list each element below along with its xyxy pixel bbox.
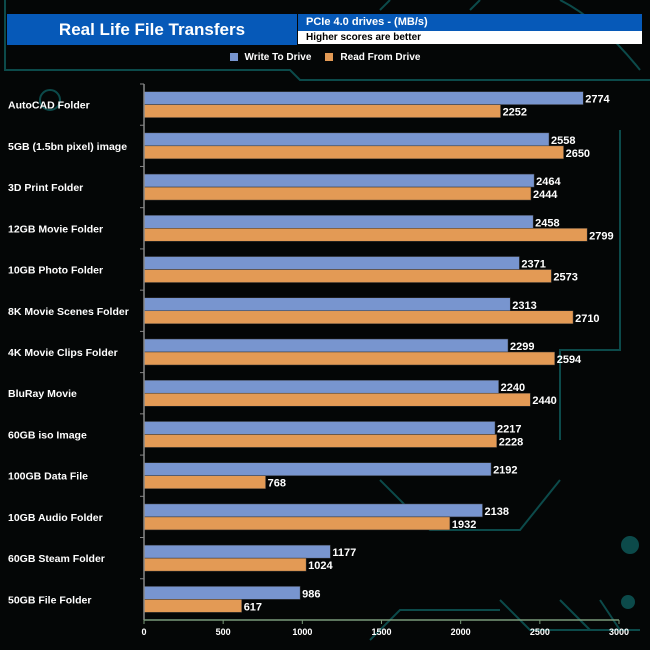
bar-write xyxy=(143,544,331,559)
bar-read xyxy=(143,434,498,448)
category-label: 50GB File Folder xyxy=(8,594,91,606)
data-label: 2573 xyxy=(553,272,577,284)
chart-subtitle: PCIe 4.0 drives - (MB/s) xyxy=(298,14,642,31)
bar-write xyxy=(143,503,483,518)
bar-read xyxy=(143,228,588,242)
data-label: 2240 xyxy=(501,382,525,394)
bar-read xyxy=(143,145,564,160)
data-label: 2138 xyxy=(485,506,509,518)
bar-read xyxy=(143,351,555,366)
bar-write xyxy=(143,173,535,188)
category-label: AutoCAD Folder xyxy=(8,100,90,112)
category-label: 60GB iso Image xyxy=(8,429,87,441)
legend-swatch-read xyxy=(325,53,334,61)
data-label: 2299 xyxy=(510,341,534,353)
bar-read xyxy=(143,599,242,613)
data-label: 2774 xyxy=(585,94,610,106)
bar-read xyxy=(143,310,574,325)
legend-label-read: Read From Drive xyxy=(340,52,421,63)
data-label: 1177 xyxy=(332,547,356,559)
bar-write xyxy=(143,297,511,312)
bar-write xyxy=(143,256,520,270)
bar-write xyxy=(143,462,492,476)
x-tick-label: 2000 xyxy=(451,627,471,637)
data-label: 2217 xyxy=(497,423,521,435)
data-label: 2228 xyxy=(499,436,523,448)
data-label: 986 xyxy=(302,588,320,600)
x-tick-label: 1000 xyxy=(292,627,312,637)
bar-read xyxy=(143,104,501,118)
bar-read xyxy=(143,557,307,572)
bar-read xyxy=(143,186,532,201)
x-tick-label: 0 xyxy=(141,627,146,637)
data-label: 2799 xyxy=(589,230,613,242)
x-tick-label: 1500 xyxy=(371,627,391,637)
bar-write xyxy=(143,586,301,600)
data-label: 768 xyxy=(268,478,286,490)
data-label: 2192 xyxy=(493,465,517,477)
data-label: 2444 xyxy=(533,189,558,201)
bar-write xyxy=(143,215,534,229)
x-tick-label: 500 xyxy=(216,627,231,637)
category-label: 10GB Audio Folder xyxy=(8,512,103,524)
category-label: 4K Movie Clips Folder xyxy=(8,347,118,359)
data-label: 2710 xyxy=(575,313,599,325)
bar-read xyxy=(143,516,451,531)
data-label: 2558 xyxy=(551,135,575,147)
category-label: 60GB Steam Folder xyxy=(8,553,105,565)
data-label: 2458 xyxy=(535,217,559,229)
data-label: 2313 xyxy=(512,300,536,312)
data-label: 1932 xyxy=(452,519,476,531)
bar-write xyxy=(143,338,509,353)
chart-title: Real Life File Transfers xyxy=(7,14,297,45)
data-label: 2650 xyxy=(566,148,590,160)
data-label: 617 xyxy=(244,601,262,613)
category-label: 8K Movie Scenes Folder xyxy=(8,306,129,318)
bar-write xyxy=(143,421,496,435)
legend-item-read: Read From Drive xyxy=(325,52,420,63)
data-label: 2371 xyxy=(521,259,545,271)
bar-read xyxy=(143,392,531,407)
data-label: 2464 xyxy=(536,176,561,188)
data-label: 2440 xyxy=(532,395,556,407)
category-label: 3D Print Folder xyxy=(8,182,83,194)
legend-item-write: Write To Drive xyxy=(229,52,312,63)
data-label: 1024 xyxy=(308,560,333,572)
bar-write xyxy=(143,91,584,105)
x-tick-label: 3000 xyxy=(609,627,629,637)
bar-write xyxy=(143,379,499,394)
category-label: 12GB Movie Folder xyxy=(8,223,103,235)
category-label: BluRay Movie xyxy=(8,388,77,400)
category-label: 10GB Photo Folder xyxy=(8,265,103,277)
legend-swatch-write xyxy=(229,53,238,61)
legend: Write To Drive Read From Drive xyxy=(0,52,650,63)
category-label: 100GB Data File xyxy=(8,471,88,483)
bar-read xyxy=(143,475,266,489)
data-label: 2594 xyxy=(557,354,582,366)
x-tick-label: 2500 xyxy=(530,627,550,637)
category-label: 5GB (1.5bn pixel) image xyxy=(8,141,127,153)
chart-note: Higher scores are better xyxy=(298,31,642,44)
data-label: 2252 xyxy=(503,107,527,119)
bar-write xyxy=(143,132,550,147)
bar-read xyxy=(143,269,552,283)
legend-label-write: Write To Drive xyxy=(244,52,312,63)
